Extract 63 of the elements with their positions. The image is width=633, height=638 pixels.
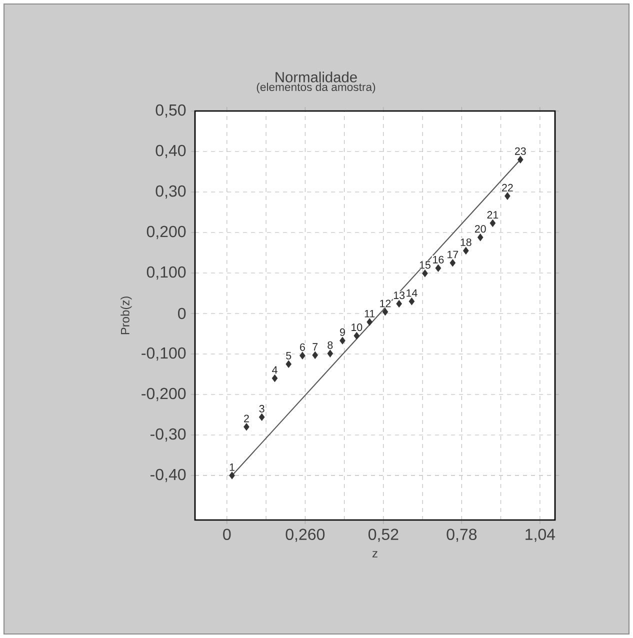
annotation: 4 bbox=[272, 366, 278, 374]
y-tick-label: 0 bbox=[178, 308, 186, 320]
annotation: 20 bbox=[474, 225, 486, 233]
chart-title: Normalidade bbox=[276, 72, 357, 82]
point bbox=[408, 298, 415, 306]
point bbox=[340, 336, 346, 344]
point bbox=[477, 234, 484, 242]
point bbox=[382, 308, 388, 316]
annotation: 15 bbox=[420, 261, 430, 269]
x-tick-label: 0,260 bbox=[286, 528, 325, 542]
annotation: 22 bbox=[502, 184, 513, 192]
point bbox=[258, 413, 265, 421]
annotation: 13 bbox=[394, 292, 405, 300]
annotation: 1 bbox=[230, 463, 234, 471]
point bbox=[286, 360, 292, 368]
annotation: 18 bbox=[460, 238, 472, 246]
point bbox=[504, 192, 510, 200]
point bbox=[490, 219, 496, 227]
annotation: 12 bbox=[380, 300, 391, 308]
annotation: 3 bbox=[259, 404, 264, 412]
y-tick-label: -0,200 bbox=[142, 388, 186, 402]
annotation: 10 bbox=[352, 324, 362, 332]
point bbox=[300, 352, 306, 360]
x-tick-label: 1,04 bbox=[526, 528, 556, 542]
point bbox=[366, 318, 372, 326]
annotation: 16 bbox=[433, 256, 444, 264]
point bbox=[463, 246, 469, 254]
annotation: 17 bbox=[448, 250, 458, 258]
annotation: 2 bbox=[244, 414, 249, 422]
y-tick-label: 0,40 bbox=[156, 144, 186, 158]
y-tick-label: 0,30 bbox=[156, 185, 186, 199]
point bbox=[435, 264, 442, 272]
y-tick-label: -0,100 bbox=[142, 347, 186, 361]
annotation: 21 bbox=[487, 211, 498, 218]
annotation: 7 bbox=[312, 343, 318, 351]
point bbox=[450, 259, 456, 267]
y-tick-label: 0,50 bbox=[156, 104, 186, 118]
annotation: 6 bbox=[300, 343, 305, 351]
annotation: 9 bbox=[340, 328, 345, 336]
chart-subtitle: (elementos da amostra) bbox=[256, 82, 376, 94]
annotation: 5 bbox=[286, 352, 292, 360]
point bbox=[396, 300, 402, 308]
x-tick-label: 0,52 bbox=[368, 528, 398, 542]
x-tick-label: 0,78 bbox=[446, 528, 477, 542]
annotation: 11 bbox=[364, 310, 375, 318]
y-tick-label: -0,30 bbox=[150, 428, 186, 442]
x-axis-title: z bbox=[372, 551, 378, 558]
annotation: 14 bbox=[406, 289, 418, 297]
point bbox=[518, 156, 524, 164]
y-tick-label: 0,200 bbox=[146, 226, 186, 240]
point bbox=[244, 423, 250, 431]
point bbox=[422, 270, 428, 278]
point bbox=[272, 374, 278, 382]
point bbox=[229, 472, 235, 480]
x-tick-label: 0 bbox=[223, 528, 231, 540]
annotation: 23 bbox=[515, 147, 526, 155]
y-axis-title: Prob(z) bbox=[120, 296, 132, 334]
point bbox=[312, 351, 318, 359]
y-tick-label: 0,100 bbox=[146, 266, 186, 280]
point bbox=[354, 332, 360, 340]
point bbox=[327, 350, 334, 358]
y-tick-label: -0,40 bbox=[150, 468, 186, 482]
annotation: 8 bbox=[328, 341, 333, 349]
